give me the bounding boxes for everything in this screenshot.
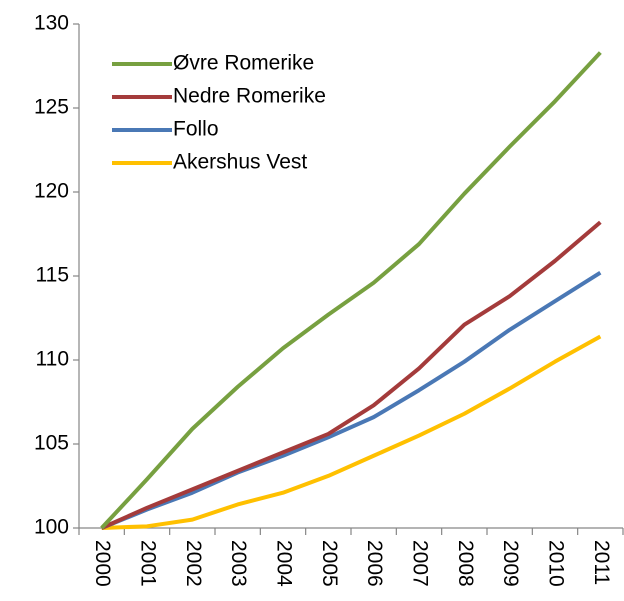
x-tick-label: 2000 (91, 540, 114, 587)
y-tick-label: 110 (36, 348, 69, 371)
series-line (100, 220, 602, 530)
series-line (101, 334, 602, 530)
x-tick-label: 2007 (408, 540, 431, 587)
x-tick-label: 2006 (363, 540, 386, 587)
legend-label: Akershus Vest (173, 151, 307, 174)
series-line (100, 270, 602, 530)
x-tick-label: 2008 (454, 540, 477, 587)
y-tick-label: 105 (34, 432, 69, 455)
x-tick-label: 2003 (227, 540, 250, 587)
x-tick-label: 2010 (544, 540, 567, 587)
x-tick-label: 2005 (318, 540, 341, 587)
legend-label: Follo (173, 118, 219, 141)
x-tick-label: 2011 (590, 540, 613, 585)
series-line (100, 51, 602, 530)
y-tick-label: 100 (34, 516, 69, 539)
legend-label: Nedre Romerike (173, 85, 326, 108)
y-tick-label: 115 (36, 264, 69, 287)
y-tick-label: 130 (34, 12, 69, 35)
legend-label: Øvre Romerike (173, 52, 314, 75)
y-tick-label: 125 (34, 96, 69, 119)
x-tick-label: 2009 (499, 540, 522, 587)
x-tick-label: 2004 (272, 540, 295, 587)
x-tick-label: 2001 (136, 540, 159, 587)
y-tick-label: 120 (34, 180, 69, 203)
x-tick-label: 2002 (182, 540, 205, 587)
